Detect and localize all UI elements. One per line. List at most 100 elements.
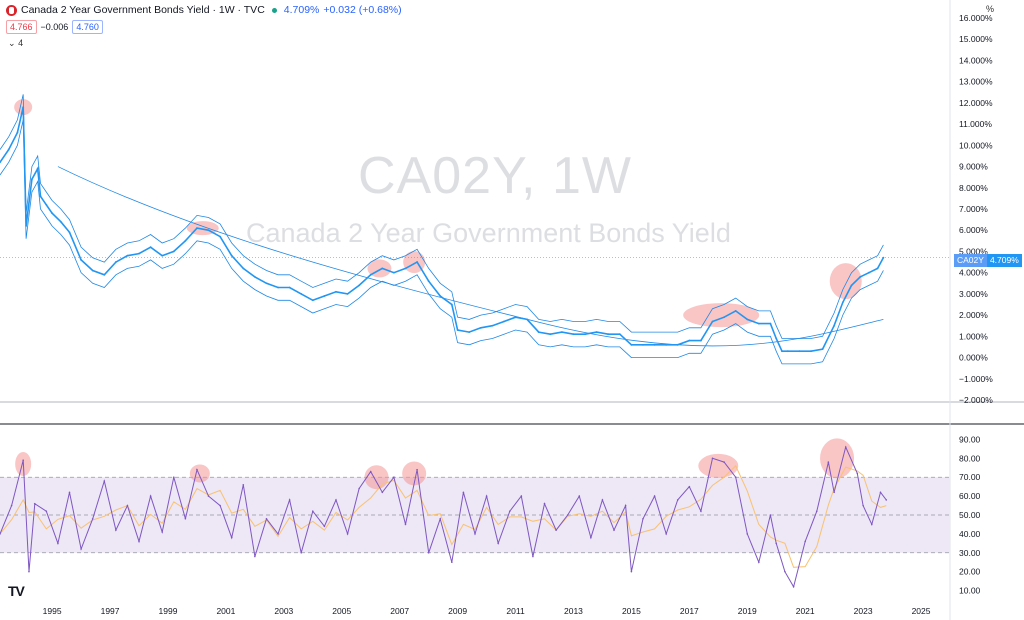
rsi-point [856, 472, 859, 475]
price-point [781, 350, 783, 353]
price-point [468, 331, 471, 333]
rsi-tick-label: 10.00 [959, 586, 981, 596]
rsi-tick-label: 90.00 [959, 434, 981, 444]
tradingview-logo-icon[interactable]: TV [8, 583, 25, 599]
rsi-highlight-circle [698, 453, 739, 478]
rsi-point [138, 540, 140, 543]
price-point [138, 252, 140, 255]
buy-button[interactable]: 4.760 [72, 20, 103, 34]
sell-button[interactable]: 4.766 [6, 20, 37, 34]
rsi-point [346, 533, 349, 535]
rsi-tick-label: 70.00 [959, 472, 981, 482]
rsi-point [219, 504, 221, 507]
y-tick-label: 16.000% [959, 13, 993, 23]
price-point [734, 309, 737, 312]
rsi-point [149, 495, 152, 497]
price-point [821, 348, 824, 350]
price-point [786, 350, 789, 353]
price-point [810, 350, 812, 353]
price-point [311, 299, 314, 302]
price-point [358, 284, 361, 287]
rsi-point [804, 540, 806, 543]
price-point [711, 320, 714, 323]
price-point [369, 273, 372, 276]
y-tick-label: −1.000% [959, 374, 993, 384]
price-point [882, 256, 885, 259]
rsi-point [700, 510, 702, 513]
price-point [630, 343, 633, 346]
rsi-point [601, 499, 604, 501]
rsi-point [404, 523, 407, 526]
price-point [393, 271, 395, 274]
market-status-icon [271, 7, 277, 13]
y-tick-label: 8.000% [959, 183, 988, 193]
rsi-line [0, 445, 887, 589]
price-point [335, 290, 337, 293]
price-point [184, 239, 187, 242]
rsi-point [381, 491, 384, 494]
rsi-point [676, 499, 679, 501]
price-point [161, 254, 164, 257]
rsi-point [746, 533, 749, 535]
price-point [595, 331, 598, 333]
rsi-point [497, 542, 499, 545]
price-point [876, 267, 879, 270]
price-point [39, 195, 42, 198]
price-point [242, 267, 245, 270]
rsi-tick-label: 60.00 [959, 491, 981, 501]
rsi-point [734, 476, 737, 479]
rsi-point [115, 529, 117, 531]
rsi-point [0, 533, 1, 535]
rsi-point [815, 510, 818, 513]
rsi-highlight-circle [820, 438, 855, 479]
watermark-symbol: CA02Y, 1W [358, 147, 632, 205]
rsi-point [578, 495, 581, 497]
rsi-point [416, 468, 418, 471]
price-point [514, 316, 517, 319]
price-point [560, 331, 563, 333]
highlight-circle [829, 263, 862, 300]
rsi-point [335, 499, 337, 501]
y-tick-label: 0.000% [959, 353, 988, 363]
price-point [207, 229, 210, 232]
price-point [219, 235, 222, 238]
x-tick-label: 1997 [101, 606, 120, 616]
rsi-point [427, 551, 430, 554]
price-point [676, 343, 679, 346]
rsi-point [184, 517, 187, 520]
price-point [665, 343, 668, 346]
rsi-point [10, 504, 13, 507]
indicators-toggle[interactable]: ⌄ 4 [8, 38, 23, 49]
rsi-point [555, 529, 557, 531]
rsi-point [277, 533, 279, 535]
price-point [572, 333, 575, 336]
rsi-point [665, 533, 667, 535]
rsi-point [358, 487, 360, 490]
rsi-point [369, 470, 372, 473]
price-badge-value: 4.709% [986, 254, 1022, 267]
rsi-point [45, 510, 48, 513]
price-point [859, 276, 862, 278]
price-point [491, 324, 494, 327]
rsi-highlight-circle [402, 461, 427, 486]
rsi-point [254, 555, 256, 558]
price-point [775, 337, 778, 340]
rsi-point [775, 542, 778, 545]
rsi-point [723, 461, 725, 463]
price-badge: CA02Y 4.709% [954, 254, 1022, 267]
rsi-point [485, 495, 488, 497]
rsi-point [543, 502, 546, 505]
rsi-point [439, 517, 442, 520]
rsi-point [230, 536, 233, 539]
rsi-point [520, 495, 523, 497]
rsi-point [462, 491, 465, 494]
upper-band-line [0, 94, 884, 339]
price-point [723, 316, 725, 319]
rsi-point [126, 504, 129, 507]
rsi-point [566, 514, 569, 516]
price-point [149, 246, 152, 249]
rsi-tick-label: 50.00 [959, 510, 981, 520]
rsi-point [91, 517, 94, 520]
lower-band-line [0, 119, 884, 365]
